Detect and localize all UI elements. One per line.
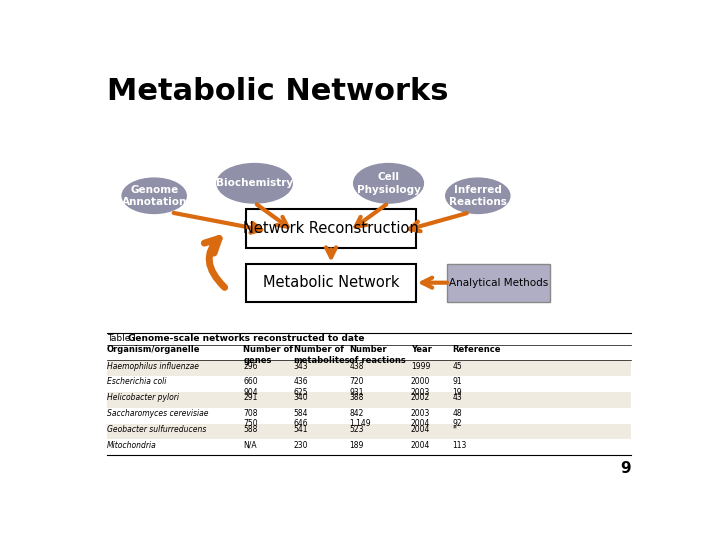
Ellipse shape <box>446 178 510 213</box>
Text: Cell
Physiology: Cell Physiology <box>356 172 420 194</box>
Text: Saccharomyces cerevisiae: Saccharomyces cerevisiae <box>107 409 208 418</box>
Text: Number of
metabolites: Number of metabolites <box>294 346 351 365</box>
Text: 2002: 2002 <box>411 393 430 402</box>
Text: Haemophilus influenzae: Haemophilus influenzae <box>107 362 199 370</box>
Text: 842
1,149: 842 1,149 <box>349 409 371 428</box>
Text: 296: 296 <box>243 362 258 370</box>
Ellipse shape <box>122 178 186 213</box>
FancyBboxPatch shape <box>246 210 416 248</box>
Bar <box>107 424 631 440</box>
Text: Organism/organelle: Organism/organelle <box>107 346 200 354</box>
Text: Metabolic Networks: Metabolic Networks <box>107 77 449 106</box>
Bar <box>107 392 631 408</box>
Text: 48
92: 48 92 <box>453 409 462 428</box>
Text: Number
of reactions: Number of reactions <box>349 346 406 365</box>
Bar <box>107 408 631 424</box>
Text: 708
750: 708 750 <box>243 409 258 428</box>
Ellipse shape <box>354 164 423 203</box>
Text: Table I: Table I <box>107 334 141 343</box>
Text: 660
904: 660 904 <box>243 377 258 397</box>
Text: Reference: Reference <box>453 346 501 354</box>
Text: Analytical Methods: Analytical Methods <box>449 278 549 288</box>
Text: 43: 43 <box>453 393 462 402</box>
Text: N/A: N/A <box>243 441 257 450</box>
Text: 584
646: 584 646 <box>294 409 308 428</box>
Ellipse shape <box>217 164 292 203</box>
Bar <box>107 440 631 455</box>
Text: *: * <box>453 425 456 434</box>
Text: Genome
Annotation: Genome Annotation <box>122 185 187 207</box>
Text: 91
19: 91 19 <box>453 377 462 397</box>
Text: 2004: 2004 <box>411 441 431 450</box>
Text: Metabolic Network: Metabolic Network <box>263 275 400 290</box>
FancyBboxPatch shape <box>447 264 550 302</box>
Text: 340: 340 <box>294 393 308 402</box>
Text: 2003
2004: 2003 2004 <box>411 409 431 428</box>
Text: Network Reconstruction: Network Reconstruction <box>243 221 419 236</box>
Text: Year: Year <box>411 346 432 354</box>
Text: 523: 523 <box>349 425 364 434</box>
Text: 438: 438 <box>349 362 364 370</box>
Text: Escherichia coli: Escherichia coli <box>107 377 166 387</box>
Text: Biochemistry: Biochemistry <box>216 178 293 188</box>
Text: 436
625: 436 625 <box>294 377 308 397</box>
Text: 541: 541 <box>294 425 308 434</box>
Text: 588: 588 <box>243 425 258 434</box>
Text: Genome-scale networks reconstructed to date: Genome-scale networks reconstructed to d… <box>128 334 364 343</box>
Bar <box>107 360 631 376</box>
Text: Mitochondria: Mitochondria <box>107 441 156 450</box>
Text: 343: 343 <box>294 362 308 370</box>
Text: Inferred
Reactions: Inferred Reactions <box>449 185 507 207</box>
Text: 291: 291 <box>243 393 258 402</box>
Text: 720
931: 720 931 <box>349 377 364 397</box>
Text: 2004: 2004 <box>411 425 431 434</box>
Text: 388: 388 <box>349 393 364 402</box>
Text: Helicobacter pylori: Helicobacter pylori <box>107 393 179 402</box>
FancyBboxPatch shape <box>246 264 416 302</box>
Text: Number of
genes: Number of genes <box>243 346 294 365</box>
Text: 9: 9 <box>621 462 631 476</box>
Bar <box>107 376 631 392</box>
Text: Geobacter sulfurreducens: Geobacter sulfurreducens <box>107 425 206 434</box>
Text: 1999: 1999 <box>411 362 431 370</box>
Text: 189: 189 <box>349 441 364 450</box>
Text: 45: 45 <box>453 362 462 370</box>
Text: 113: 113 <box>453 441 467 450</box>
Text: 230: 230 <box>294 441 308 450</box>
Text: 2000
2003: 2000 2003 <box>411 377 431 397</box>
